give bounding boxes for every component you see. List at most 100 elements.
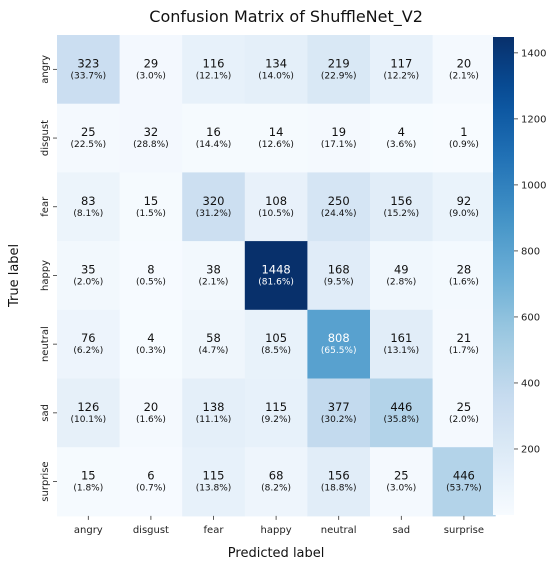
cell-sad-disgust: [119, 378, 183, 448]
cell-neutral-angry: [57, 309, 121, 379]
cell-angry-fear: [182, 35, 246, 105]
cell-sad-sad: [370, 378, 434, 448]
cell-disgust-fear: [182, 103, 246, 173]
cell-percent: (8.1%): [73, 209, 103, 219]
cell-percent: (12.2%): [383, 71, 419, 81]
cell-angry-happy: [244, 35, 308, 105]
cell-neutral-happy: [244, 309, 308, 379]
cell-count: 161: [390, 331, 412, 345]
cell-percent: (65.5%): [321, 346, 357, 356]
cell-count: 446: [390, 400, 412, 414]
cell-count: 156: [390, 194, 412, 208]
cell-percent: (81.6%): [258, 277, 294, 287]
cell-percent: (12.1%): [196, 71, 232, 81]
cell-surprise-sad: [370, 447, 434, 517]
cell-count: 6: [147, 469, 154, 483]
cell-percent: (22.5%): [70, 140, 106, 150]
cell-percent: (35.8%): [383, 415, 419, 425]
cell-count: 808: [328, 331, 350, 345]
cell-fear-happy: [244, 172, 308, 242]
cell-count: 83: [81, 194, 96, 208]
cell-percent: (2.0%): [73, 277, 103, 287]
colorbar-tick-label-1000: 1000: [521, 180, 546, 191]
colorbar-tick-label-200: 200: [521, 444, 540, 455]
cell-disgust-sad: [370, 103, 434, 173]
cell-count: 1448: [261, 262, 290, 276]
cell-percent: (18.8%): [321, 484, 357, 494]
cell-happy-neutral: [307, 241, 371, 311]
cell-percent: (31.2%): [196, 209, 232, 219]
cell-percent: (13.8%): [196, 484, 232, 494]
heatmap-cells: 323(33.7%)29(3.0%)116(12.1%)134(14.0%)21…: [57, 35, 496, 517]
cell-count: 29: [144, 56, 159, 70]
cell-count: 20: [144, 400, 159, 414]
y-tick-label-neutral: neutral: [40, 326, 51, 362]
cell-percent: (17.1%): [321, 140, 357, 150]
cell-percent: (22.9%): [321, 71, 357, 81]
cell-percent: (1.8%): [73, 484, 103, 494]
cell-count: 4: [398, 125, 405, 139]
cell-count: 115: [265, 400, 287, 414]
cell-happy-disgust: [119, 241, 183, 311]
x-tick-label-happy: happy: [261, 525, 292, 536]
cell-count: 323: [77, 56, 99, 70]
cell-count: 105: [265, 331, 287, 345]
cell-fear-sad: [370, 172, 434, 242]
x-tick-label-disgust: disgust: [133, 525, 169, 536]
cell-percent: (2.8%): [386, 277, 416, 287]
cell-percent: (2.1%): [449, 71, 479, 81]
cell-percent: (53.7%): [446, 484, 482, 494]
y-tick-label-sad: sad: [40, 404, 51, 422]
x-tick-label-neutral: neutral: [321, 525, 357, 536]
cell-count: 20: [457, 56, 472, 70]
cell-fear-fear: [182, 172, 246, 242]
y-axis-label: True label: [7, 244, 22, 308]
cell-percent: (15.2%): [383, 209, 419, 219]
colorbar: 200 400 600 800 1000 1200 1400: [493, 37, 546, 515]
x-axis-label: Predicted label: [228, 546, 325, 561]
x-tick-label-angry: angry: [74, 525, 103, 536]
cell-percent: (0.5%): [136, 277, 166, 287]
cell-disgust-surprise: [432, 103, 496, 173]
y-tick-labels: angry disgust fear happy neutral sad surprise: [40, 55, 57, 502]
cell-count: 117: [390, 56, 412, 70]
cell-surprise-angry: [57, 447, 121, 517]
cell-count: 15: [81, 469, 96, 483]
y-tick-label-fear: fear: [40, 196, 51, 217]
colorbar-tick-label-600: 600: [521, 312, 540, 323]
cell-percent: (0.9%): [449, 140, 479, 150]
cell-surprise-fear: [182, 447, 246, 517]
cell-count: 92: [457, 194, 472, 208]
cell-count: 49: [394, 262, 409, 276]
cell-happy-fear: [182, 241, 246, 311]
cell-percent: (10.1%): [70, 415, 106, 425]
cell-percent: (9.5%): [324, 277, 354, 287]
colorbar-tick-label-800: 800: [521, 246, 540, 257]
cell-angry-neutral: [307, 35, 371, 105]
cell-neutral-fear: [182, 309, 246, 379]
cell-count: 58: [206, 331, 221, 345]
colorbar-tick-label-1400: 1400: [521, 48, 546, 59]
cell-happy-happy: [244, 241, 308, 311]
cell-percent: (33.7%): [70, 71, 106, 81]
cell-count: 446: [453, 469, 475, 483]
cell-count: 116: [203, 56, 225, 70]
cell-disgust-neutral: [307, 103, 371, 173]
x-tick-label-surprise: surprise: [444, 525, 484, 536]
cell-angry-disgust: [119, 35, 183, 105]
cell-fear-surprise: [432, 172, 496, 242]
y-tick-label-angry: angry: [40, 55, 51, 84]
cell-count: 25: [457, 400, 472, 414]
colorbar-tick-label-400: 400: [521, 378, 540, 389]
cell-count: 35: [81, 262, 96, 276]
y-tick-label-disgust: disgust: [40, 120, 51, 156]
cell-count: 25: [394, 469, 409, 483]
cell-sad-happy: [244, 378, 308, 448]
x-tick-labels: angry disgust fear happy neutral sad surprise: [74, 515, 484, 536]
cell-neutral-neutral: [307, 309, 371, 379]
cell-percent: (9.0%): [449, 209, 479, 219]
cell-percent: (24.4%): [321, 209, 357, 219]
cell-percent: (2.1%): [199, 277, 229, 287]
y-tick-label-happy: happy: [40, 260, 51, 291]
cell-percent: (3.6%): [386, 140, 416, 150]
